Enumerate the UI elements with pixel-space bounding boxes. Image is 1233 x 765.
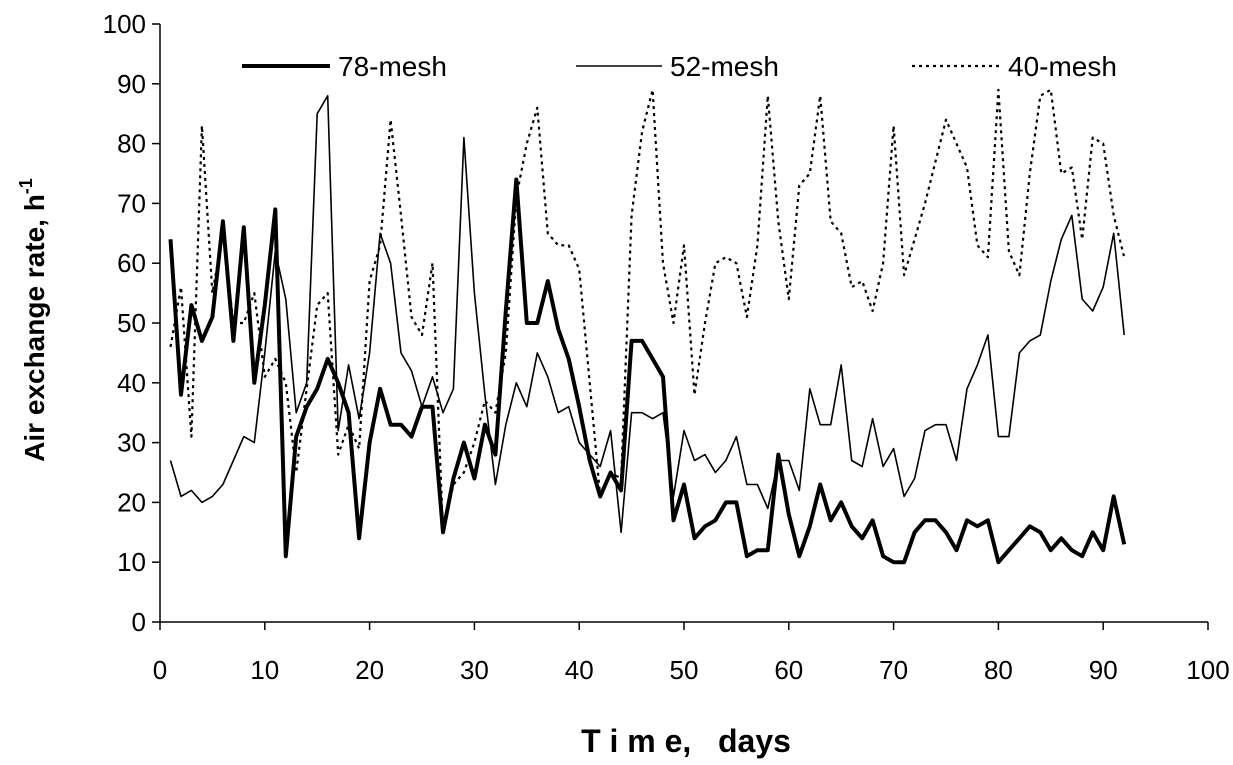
legend-label-78-mesh: 78-mesh [338,51,447,82]
x-tick-label: 90 [1089,655,1118,685]
legend-label-52-mesh: 52-mesh [670,51,779,82]
legend-label-40-mesh: 40-mesh [1008,51,1117,82]
y-tick-label: 60 [117,248,146,278]
x-tick-label: 20 [355,655,384,685]
x-tick-label: 40 [565,655,594,685]
x-tick-label: 60 [774,655,803,685]
x-tick-label: 10 [250,655,279,685]
y-axis-label-group: Air exchange rate, h-1 [16,178,50,462]
x-axis-label: T i m e, days [581,723,791,759]
y-axis-label-superscript: -1 [16,178,36,194]
y-tick-label: 50 [117,308,146,338]
series-line-78-mesh [168,177,1127,565]
axes: 0 10 20 30 40 50 60 70 80 90 100 0 10 20 30 40 50 60 70 80 9… [103,9,1230,685]
y-tick-label: 90 [117,69,146,99]
y-tick-label: 40 [117,368,146,398]
x-tick-label: 50 [670,655,699,685]
y-tick-label: 20 [117,487,146,517]
y-tick-label: 0 [132,607,146,637]
y-tick-label: 100 [103,9,146,39]
x-tick-label: 0 [153,655,167,685]
y-tick-label: 30 [117,428,146,458]
y-tick-label: 70 [117,188,146,218]
legend: 78-mesh 52-mesh 40-mesh [242,51,1117,82]
x-tick-label: 100 [1186,655,1229,685]
series-line-52-mesh [169,95,1125,534]
y-tick-label: 10 [117,547,146,577]
series-layer [168,88,1127,565]
y-axis-label: Air exchange rate, h-1 [16,178,50,462]
y-tick-label: 80 [117,129,146,159]
y-axis-label-main: Air exchange rate, h [19,194,50,462]
series-line-40-mesh [169,88,1126,534]
x-tick-label: 80 [984,655,1013,685]
x-tick-label: 30 [460,655,489,685]
x-tick-label: 70 [879,655,908,685]
